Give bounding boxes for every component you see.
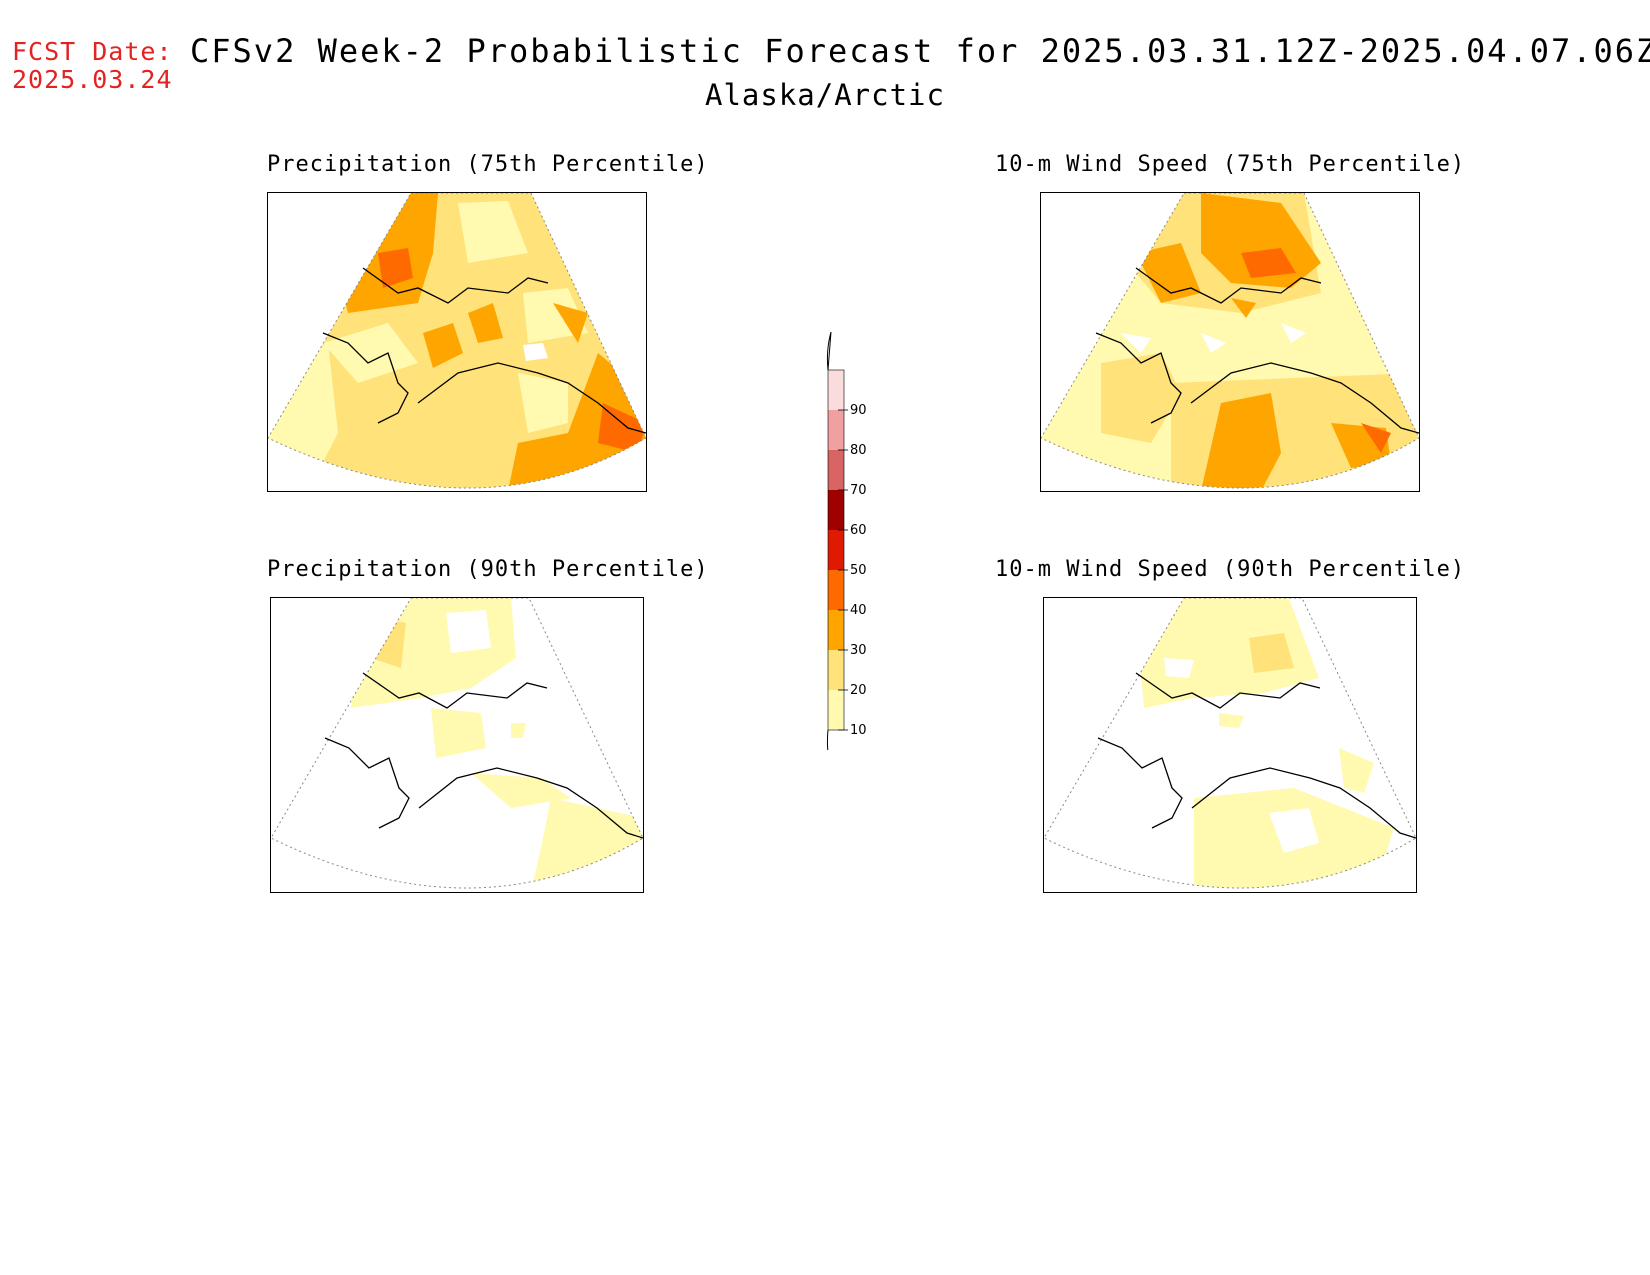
fcst-date-block: FCST Date: 2025.03.24 bbox=[12, 38, 173, 94]
colorbar-label: 60 bbox=[850, 523, 867, 538]
colorbar-label: 30 bbox=[850, 643, 867, 658]
colorbar-segment bbox=[828, 690, 844, 730]
colorbar: 10 20 30 40 50 60 70 80 90 bbox=[820, 330, 890, 769]
colorbar-segment bbox=[828, 650, 844, 690]
colorbar-segment bbox=[828, 370, 844, 410]
colorbar-bottom-cap bbox=[826, 729, 832, 769]
colorbar-segment bbox=[828, 410, 844, 450]
colorbar-label: 70 bbox=[850, 483, 867, 498]
colorbar-label: 50 bbox=[850, 563, 867, 578]
colorbar-segment bbox=[828, 570, 844, 610]
map-precip90 bbox=[270, 597, 644, 893]
colorbar-label: 80 bbox=[850, 443, 867, 458]
colorbar-segment bbox=[828, 610, 844, 650]
colorbar-segment bbox=[828, 530, 844, 570]
fcst-date-value: 2025.03.24 bbox=[12, 65, 173, 94]
map-wind90 bbox=[1043, 597, 1417, 893]
panel-title-precip90: Precipitation (90th Percentile) bbox=[267, 557, 709, 582]
colorbar-segment bbox=[828, 490, 844, 530]
colorbar-segment bbox=[828, 450, 844, 490]
panel-title-wind90: 10-m Wind Speed (90th Percentile) bbox=[995, 557, 1466, 582]
colorbar-label: 20 bbox=[850, 683, 867, 698]
map-wind75 bbox=[1040, 192, 1420, 492]
colorbar-outline bbox=[827, 369, 845, 731]
panel-title-wind75: 10-m Wind Speed (75th Percentile) bbox=[995, 152, 1466, 177]
map-precip75 bbox=[267, 192, 647, 492]
colorbar-top-cap bbox=[826, 331, 832, 371]
colorbar-label: 90 bbox=[850, 403, 867, 418]
page-subtitle: Alaska/Arctic bbox=[705, 78, 945, 112]
fcst-date-label: FCST Date: bbox=[12, 37, 173, 66]
colorbar-label: 40 bbox=[850, 603, 867, 618]
page-title: CFSv2 Week-2 Probabilistic Forecast for … bbox=[190, 32, 1650, 70]
panel-title-precip75: Precipitation (75th Percentile) bbox=[267, 152, 709, 177]
colorbar-label: 10 bbox=[850, 723, 867, 738]
